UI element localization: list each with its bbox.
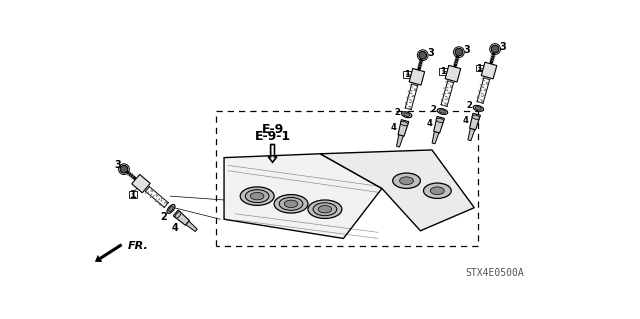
FancyBboxPatch shape xyxy=(403,71,411,78)
Text: 2: 2 xyxy=(395,108,401,117)
Ellipse shape xyxy=(393,173,420,189)
FancyBboxPatch shape xyxy=(129,191,137,198)
Text: STX4E0500A: STX4E0500A xyxy=(466,268,524,278)
Ellipse shape xyxy=(279,197,303,210)
Text: 2: 2 xyxy=(161,212,168,222)
Text: E-9: E-9 xyxy=(261,122,284,136)
FancyBboxPatch shape xyxy=(476,64,483,71)
Ellipse shape xyxy=(440,110,445,113)
Ellipse shape xyxy=(401,122,408,126)
Polygon shape xyxy=(409,69,424,85)
Text: 4: 4 xyxy=(426,119,433,128)
Polygon shape xyxy=(397,135,403,147)
Ellipse shape xyxy=(175,212,181,218)
Ellipse shape xyxy=(437,108,447,115)
Ellipse shape xyxy=(318,205,332,213)
Text: 1: 1 xyxy=(404,70,410,79)
Text: 1: 1 xyxy=(440,67,446,76)
Polygon shape xyxy=(186,221,197,232)
Polygon shape xyxy=(320,150,474,231)
Ellipse shape xyxy=(240,187,274,205)
Polygon shape xyxy=(398,120,409,136)
Circle shape xyxy=(492,45,499,53)
Text: 1: 1 xyxy=(129,189,136,200)
Text: 4: 4 xyxy=(172,223,178,233)
Ellipse shape xyxy=(167,204,175,213)
Text: 3: 3 xyxy=(500,42,506,52)
Text: E-9-1: E-9-1 xyxy=(255,130,291,143)
Polygon shape xyxy=(445,65,461,82)
Ellipse shape xyxy=(308,200,342,219)
Text: 2: 2 xyxy=(431,105,436,114)
Ellipse shape xyxy=(399,177,413,185)
Ellipse shape xyxy=(424,183,451,198)
FancyBboxPatch shape xyxy=(440,68,447,75)
Ellipse shape xyxy=(476,107,481,110)
Polygon shape xyxy=(432,132,439,144)
Ellipse shape xyxy=(436,118,444,122)
Circle shape xyxy=(120,165,128,173)
Ellipse shape xyxy=(274,195,308,213)
Ellipse shape xyxy=(472,115,479,119)
Polygon shape xyxy=(470,113,481,130)
Polygon shape xyxy=(468,129,475,141)
Ellipse shape xyxy=(313,203,337,216)
Ellipse shape xyxy=(169,206,173,211)
Text: 1: 1 xyxy=(477,63,483,72)
Text: 4: 4 xyxy=(391,122,397,132)
Polygon shape xyxy=(224,154,382,239)
Text: 2: 2 xyxy=(467,101,472,110)
Circle shape xyxy=(455,48,463,56)
Polygon shape xyxy=(132,174,150,193)
FancyArrow shape xyxy=(95,243,122,262)
Ellipse shape xyxy=(284,200,298,208)
Ellipse shape xyxy=(250,192,264,200)
Ellipse shape xyxy=(404,113,410,116)
Text: 3: 3 xyxy=(428,48,434,58)
Circle shape xyxy=(419,51,427,59)
Text: FR.: FR. xyxy=(128,241,148,251)
Text: 3: 3 xyxy=(115,160,121,170)
Ellipse shape xyxy=(401,112,412,118)
Polygon shape xyxy=(481,62,497,79)
Ellipse shape xyxy=(245,190,269,203)
Polygon shape xyxy=(173,210,189,225)
Ellipse shape xyxy=(431,187,444,195)
Text: 4: 4 xyxy=(462,116,468,125)
Polygon shape xyxy=(434,116,444,133)
Text: 3: 3 xyxy=(463,45,470,55)
Ellipse shape xyxy=(473,105,484,111)
